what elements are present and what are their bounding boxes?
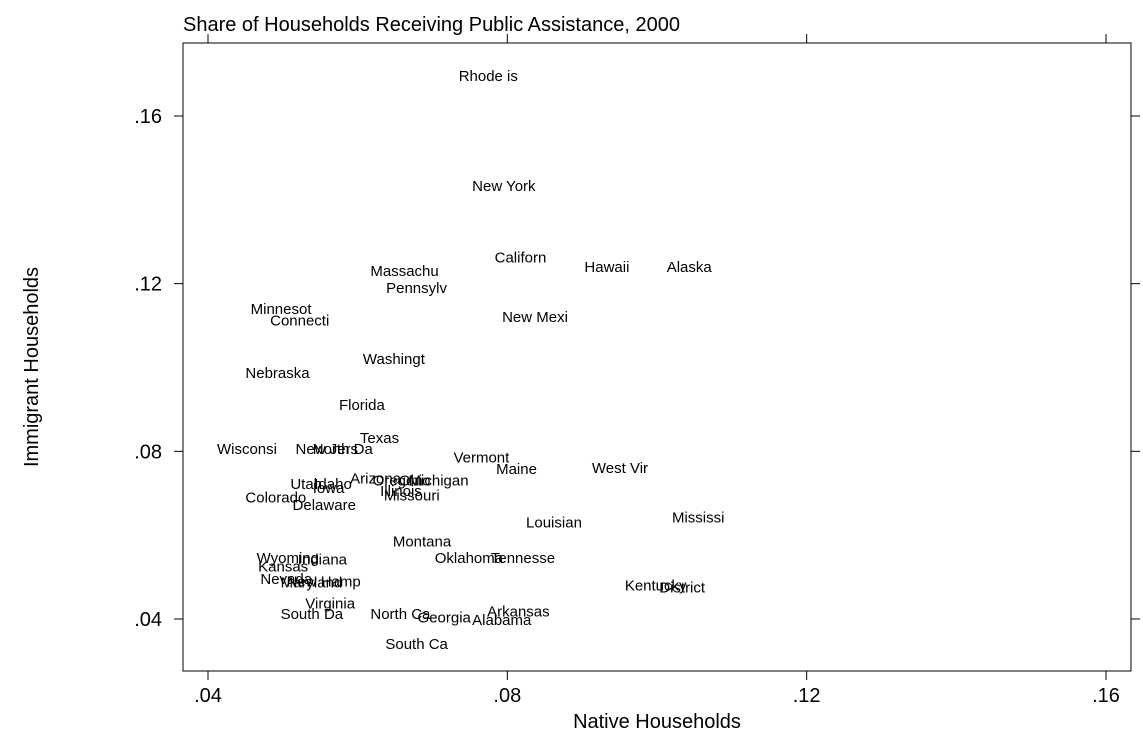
point-label: North Ca — [370, 606, 431, 623]
point-label: Alaska — [667, 259, 713, 276]
y-tick-label: .04 — [134, 609, 162, 631]
point-label: Massachu — [370, 263, 438, 280]
point-label: Nevada — [260, 571, 312, 588]
point-label: Oregon — [373, 473, 423, 490]
point-label: Idaho — [314, 476, 352, 493]
point-label: Louisian — [526, 515, 582, 532]
point-label: Pennsylv — [386, 280, 447, 297]
point-label: Missouri — [384, 487, 440, 504]
x-tick-label: .12 — [793, 685, 821, 707]
point-label: Colorado — [245, 489, 306, 506]
point-label: Nebraska — [245, 365, 310, 382]
point-label: Wisconsi — [217, 441, 277, 458]
point-label: New Jers — [296, 441, 359, 458]
point-label: Californ — [495, 249, 547, 266]
x-tick-label: .08 — [493, 685, 521, 707]
y-axis-ticks: .04 .08 .12 .16 — [134, 106, 1140, 631]
y-tick-label: .16 — [134, 106, 162, 128]
point-label: Connecti — [270, 313, 329, 330]
point-label: Delaware — [293, 497, 356, 514]
point-label: Illinois — [380, 483, 422, 500]
point-label: Arizona — [350, 471, 402, 488]
y-axis-title: Immigrant Households — [21, 267, 43, 467]
point-label: Utah — [290, 476, 322, 493]
y-tick-label: .12 — [134, 274, 162, 296]
point-label: Florida — [339, 397, 386, 414]
point-label: District — [659, 580, 706, 597]
x-axis-title: Native Households — [573, 711, 741, 733]
point-label: North Da — [313, 441, 374, 458]
chart-title: Share of Households Receiving Public Ass… — [183, 14, 680, 36]
point-label: Alabama — [472, 612, 532, 629]
point-label: Michigan — [409, 473, 469, 490]
point-label: Indiana — [298, 551, 348, 568]
point-label: Minnesot — [251, 301, 313, 318]
point-label: Montana — [393, 533, 452, 550]
plot-frame — [182, 42, 1132, 672]
point-label: Tennesse — [491, 550, 555, 567]
point-label: Texas — [360, 430, 399, 447]
point-label: Hawaii — [584, 259, 629, 276]
x-tick-label: .04 — [194, 685, 222, 707]
point-label: Virginia — [305, 595, 355, 612]
point-label: Mississi — [672, 510, 725, 527]
data-points: Rhode is New York Californ Hawaii Alaska Mass… — [217, 68, 724, 653]
y-tick-label: .08 — [134, 441, 162, 463]
point-label: Washingt — [363, 351, 426, 368]
point-label: Iowa — [313, 480, 345, 497]
point-label: South Da — [281, 606, 344, 623]
point-label: Kentucky — [625, 577, 687, 594]
point-label: New York — [472, 178, 536, 195]
point-label: Maryland — [281, 575, 343, 592]
point-label: Georgia — [418, 610, 472, 627]
point-label: Ohio — [399, 473, 431, 490]
point-label: New Hamp — [287, 573, 361, 590]
point-label: Oklahoma — [435, 550, 504, 567]
point-label: Rhode is — [459, 68, 518, 85]
point-label: Wyoming — [257, 550, 319, 567]
x-axis-ticks: .04 .08 .12 .16 — [194, 34, 1120, 707]
point-label: Arkansas — [487, 603, 550, 620]
point-label: West Vir — [592, 460, 648, 477]
point-label: New Mexi — [502, 309, 568, 326]
point-label: Kansas — [258, 559, 308, 576]
point-label: Maine — [496, 461, 537, 478]
point-label: Vermont — [453, 450, 510, 467]
point-label: South Ca — [385, 636, 448, 653]
x-tick-label: .16 — [1092, 685, 1120, 707]
